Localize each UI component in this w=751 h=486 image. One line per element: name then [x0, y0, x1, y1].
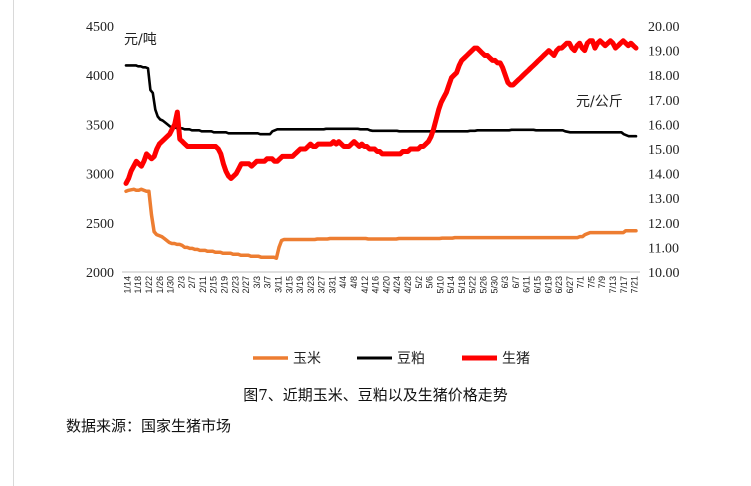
series-layer	[123, 38, 639, 260]
corn-line	[124, 187, 638, 260]
right-tick-label: 17.00	[648, 94, 680, 109]
right-axis-ticks: 10.00 11.00 12.00 13.00 14.00 15.00 16.00 17.00…	[648, 20, 680, 281]
soymeal-line	[124, 64, 638, 138]
x-tick-label: 2/23	[230, 276, 240, 294]
x-tick-label: 6/19	[543, 276, 553, 294]
x-tick-label: 7/21	[630, 276, 640, 294]
right-tick-label: 18.00	[648, 69, 680, 84]
left-tick-label: 4500	[86, 20, 114, 35]
x-tick-label: 2/3	[176, 276, 186, 289]
right-tick-label: 13.00	[648, 192, 680, 207]
x-tick-label: 4/12	[360, 276, 370, 294]
left-tick-label: 2000	[86, 266, 114, 281]
right-tick-label: 15.00	[648, 143, 680, 158]
x-axis-ticks: 1/14 1/18 1/22 1/26 1/30 2/3 2/7 2/11 2/15 2/19 2/…	[122, 276, 639, 294]
x-tick-label: 6/11	[522, 276, 532, 293]
x-tick-label: 7/13	[608, 276, 618, 294]
x-tick-label: 1/14	[122, 276, 132, 294]
x-tick-label: 5/2	[414, 276, 424, 289]
x-tick-label: 7/9	[597, 276, 607, 289]
data-source: 数据来源：国家生猪市场	[66, 417, 232, 435]
x-tick-label: 4/20	[381, 276, 391, 294]
right-tick-label: 12.00	[648, 217, 680, 232]
x-tick-label: 6/23	[554, 276, 564, 294]
x-tick-label: 2/19	[220, 276, 230, 294]
right-axis-unit: 元/公斤	[576, 94, 623, 110]
x-tick-label: 1/22	[144, 276, 154, 294]
x-tick-label: 3/19	[295, 276, 305, 294]
x-tick-label: 5/6	[425, 276, 435, 289]
x-tick-label: 5/22	[468, 276, 478, 294]
x-tick-label: 6/15	[532, 276, 542, 294]
right-tick-label: 10.00	[648, 266, 680, 281]
x-tick-label: 2/27	[241, 276, 251, 294]
right-tick-label: 20.00	[648, 20, 680, 35]
legend-label-corn: 玉米	[293, 351, 321, 367]
right-tick-label: 11.00	[648, 241, 679, 256]
left-axis-unit: 元/吨	[124, 32, 157, 48]
x-tick-label: 4/28	[403, 276, 413, 294]
x-tick-label: 7/17	[619, 276, 629, 294]
left-tick-label: 3500	[86, 118, 114, 133]
x-tick-label: 5/26	[479, 276, 489, 294]
x-tick-label: 6/27	[565, 276, 575, 294]
x-tick-label: 3/23	[306, 276, 316, 294]
x-tick-label: 6/7	[511, 276, 521, 289]
x-tick-label: 3/11	[273, 276, 283, 293]
left-tick-label: 4000	[86, 69, 114, 84]
figure-caption: 图7、近期玉米、豆粕以及生猪价格走势	[243, 386, 508, 404]
x-tick-label: 5/14	[446, 276, 456, 294]
x-tick-label: 6/3	[500, 276, 510, 289]
x-tick-label: 7/5	[586, 276, 596, 289]
x-tick-label: 3/27	[317, 276, 327, 294]
price-chart: 2000 2500 3000 3500 4000 4500 10.00 11.00 12.00…	[86, 20, 680, 367]
right-tick-label: 14.00	[648, 168, 680, 183]
x-tick-label: 2/11	[198, 276, 208, 293]
x-tick-label: 3/31	[327, 276, 337, 294]
x-tick-label: 5/18	[457, 276, 467, 294]
legend-label-hog: 生猪	[502, 351, 530, 367]
legend: 玉米 豆粕 生猪	[253, 351, 530, 367]
x-tick-label: 1/26	[155, 276, 165, 294]
x-tick-label: 5/10	[435, 276, 445, 294]
x-tick-label: 3/15	[284, 276, 294, 294]
left-tick-label: 2500	[86, 217, 114, 232]
x-tick-label: 3/3	[252, 276, 262, 289]
x-tick-label: 1/30	[166, 276, 176, 294]
x-tick-label: 4/4	[338, 276, 348, 289]
legend-label-soymeal: 豆粕	[397, 351, 425, 367]
left-axis-ticks: 2000 2500 3000 3500 4000 4500	[86, 20, 114, 281]
hog-line	[123, 38, 639, 186]
right-tick-label: 16.00	[648, 118, 680, 133]
x-tick-label: 3/7	[263, 276, 273, 289]
x-tick-label: 1/18	[133, 276, 143, 294]
x-tick-label: 4/24	[392, 276, 402, 294]
x-tick-label: 4/8	[349, 276, 359, 289]
right-tick-label: 19.00	[648, 45, 680, 60]
x-tick-label: 5/30	[489, 276, 499, 294]
left-tick-label: 3000	[86, 168, 114, 183]
x-tick-label: 2/15	[209, 276, 219, 294]
x-tick-label: 2/7	[187, 276, 197, 289]
x-tick-label: 4/16	[371, 276, 381, 294]
x-tick-label: 7/1	[576, 276, 586, 289]
frame-edge	[0, 0, 14, 486]
